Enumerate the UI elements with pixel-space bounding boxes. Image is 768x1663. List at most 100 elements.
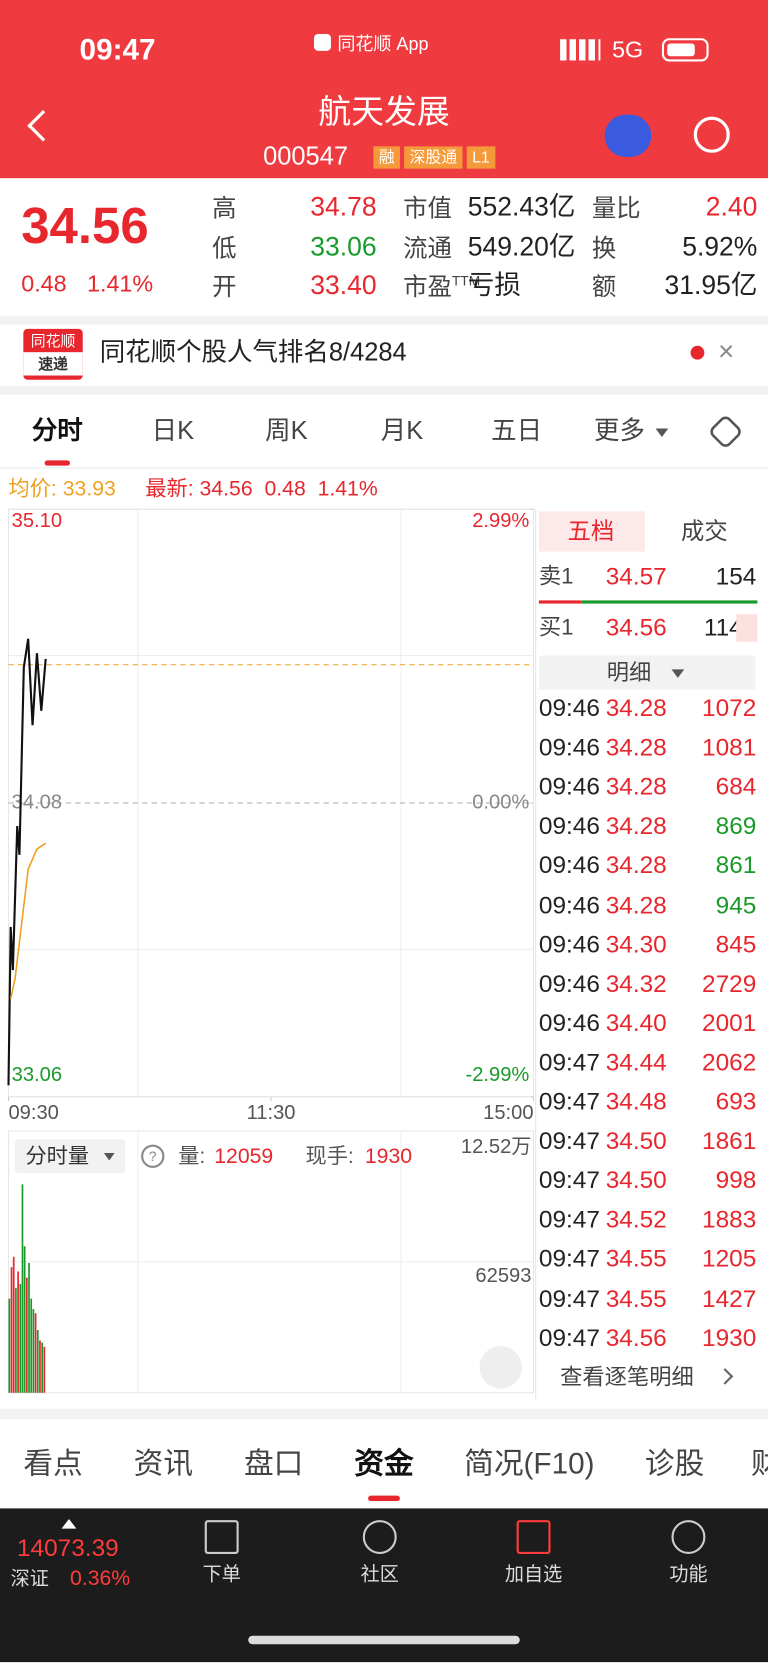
trade-volume: 1861 — [702, 1126, 757, 1155]
stat-label-sup: TTM — [451, 272, 481, 289]
trade-volume: 861 — [715, 851, 757, 879]
stock-code: 000547 — [263, 142, 349, 171]
book-tab-active — [538, 511, 645, 552]
change: 0.48 — [21, 270, 67, 298]
tag: 融 — [373, 146, 400, 169]
stat-value: 2.40 — [705, 191, 758, 222]
status-time: 09:47 — [79, 32, 156, 66]
trade-price: 34.52 — [605, 1205, 667, 1233]
stat-value: 亏损 — [467, 270, 521, 301]
footer-icon — [671, 1520, 706, 1555]
volume-value: 12059 — [214, 1145, 273, 1168]
detail-header[interactable]: 明细 — [606, 660, 652, 686]
trade-time: 09:47 — [538, 1126, 600, 1155]
bottom-tab[interactable]: 财 — [692, 1448, 768, 1479]
trade-time: 09:46 — [538, 733, 600, 761]
volume-selector[interactable] — [14, 1139, 126, 1174]
index-name: 深证 — [10, 1567, 49, 1590]
footer-icon — [362, 1520, 397, 1555]
period-tab[interactable]: 分时 — [31, 416, 83, 446]
stat-label: 开 — [212, 272, 237, 301]
bottom-tab[interactable]: 简况(F10) — [464, 1446, 595, 1480]
stat-label: 额 — [591, 272, 617, 301]
volume-bar — [21, 1184, 24, 1393]
trade-volume: 2001 — [702, 1008, 757, 1037]
trade-price: 34.50 — [605, 1126, 667, 1155]
help-icon: ? — [149, 1149, 157, 1164]
divider — [0, 386, 768, 395]
trade-price: 34.32 — [605, 969, 667, 997]
book-tab[interactable]: 成交 — [680, 517, 728, 545]
stat-value: 552.43亿 — [467, 191, 576, 222]
volume-bar — [39, 1340, 41, 1393]
stat-label: 低 — [212, 234, 237, 263]
bottom-tab[interactable]: 盘口 — [243, 1446, 304, 1480]
label: 最新: — [145, 477, 194, 501]
vol-label: 量: — [178, 1145, 205, 1168]
dropdown-arrow — [655, 428, 669, 438]
trade-time: 09:46 — [538, 772, 600, 801]
bottom-tab[interactable]: 诊股 — [644, 1446, 705, 1480]
volume-bar — [10, 1267, 13, 1393]
stat-label: 市值 — [403, 194, 452, 222]
volume-bar — [36, 1330, 39, 1393]
volume-bar — [23, 1246, 26, 1393]
signal-icon — [560, 39, 601, 61]
trade-time: 09:47 — [538, 1165, 600, 1194]
avg-price: 33.93 — [62, 477, 116, 501]
trade-time: 09:47 — [538, 1284, 600, 1312]
x-tick-label: 15:00 — [483, 1102, 533, 1124]
trade-volume: 945 — [715, 890, 757, 919]
help-icon[interactable] — [141, 1144, 165, 1168]
stat-label: 流通 — [403, 234, 452, 263]
period-tab[interactable]: 五日 — [491, 416, 543, 446]
trade-price: 34.28 — [605, 851, 667, 879]
trade-time: 09:47 — [538, 1244, 600, 1273]
trade-price: 34.55 — [605, 1244, 667, 1273]
banner-text[interactable]: 同花顺个股人气排名8/4284 — [99, 338, 407, 368]
trade-time: 09:46 — [538, 1008, 600, 1037]
expand-arrow[interactable] — [61, 1519, 77, 1529]
period-tab[interactable]: 日K — [151, 416, 195, 446]
trade-time: 09:46 — [538, 890, 600, 919]
volume-bar — [28, 1263, 30, 1393]
bottom-tab[interactable]: 看点 — [23, 1446, 83, 1480]
y2-tick-label: 2.99% — [472, 510, 529, 532]
trade-price: 34.28 — [605, 772, 667, 801]
more-link[interactable]: 查看逐笔明细 — [560, 1365, 694, 1390]
detail-header-bg — [538, 655, 756, 690]
footer-item[interactable]: 社区 — [360, 1563, 399, 1585]
volume-bar — [19, 1283, 22, 1393]
period-tab[interactable]: 周K — [265, 416, 308, 446]
fullscreen-button[interactable] — [479, 1346, 522, 1389]
avg-label: 均价: 33.93 — [8, 478, 115, 499]
period-tab[interactable]: 月K — [380, 416, 424, 446]
footer-item[interactable]: 加自选 — [504, 1563, 563, 1585]
stock-name: 航天发展 — [318, 93, 450, 131]
tags: 融深股通 L1 — [373, 146, 496, 169]
assistant-icon[interactable] — [604, 114, 652, 157]
bottom-tab[interactable]: 资金 — [354, 1446, 414, 1480]
selector-text: 分时量 — [25, 1144, 89, 1168]
footer-item[interactable]: 功能 — [669, 1563, 708, 1585]
trade-price: 34.40 — [605, 1008, 667, 1037]
bid-bar — [736, 614, 758, 642]
last-price: 34.56 — [21, 198, 149, 255]
book-tab[interactable]: 五档 — [567, 517, 615, 545]
trade-volume: 1930 — [702, 1323, 757, 1351]
close-button[interactable]: × — [718, 335, 735, 368]
period-tab[interactable]: 更多 — [594, 416, 645, 446]
stat-label: 换 — [591, 234, 617, 263]
trade-price: 34.28 — [605, 890, 667, 919]
y-tick-label: 12.52万 — [461, 1136, 532, 1158]
trade-time: 09:47 — [538, 1323, 600, 1351]
hand-value: 1930 — [365, 1145, 412, 1168]
footer-item[interactable]: 下单 — [202, 1563, 241, 1585]
banner-logo: 同花顺 速递 — [23, 328, 83, 380]
bottom-tab[interactable]: 资讯 — [133, 1446, 194, 1480]
trade-volume: 1081 — [702, 733, 757, 761]
search-button[interactable] — [693, 116, 730, 153]
volume-bar — [12, 1256, 15, 1393]
